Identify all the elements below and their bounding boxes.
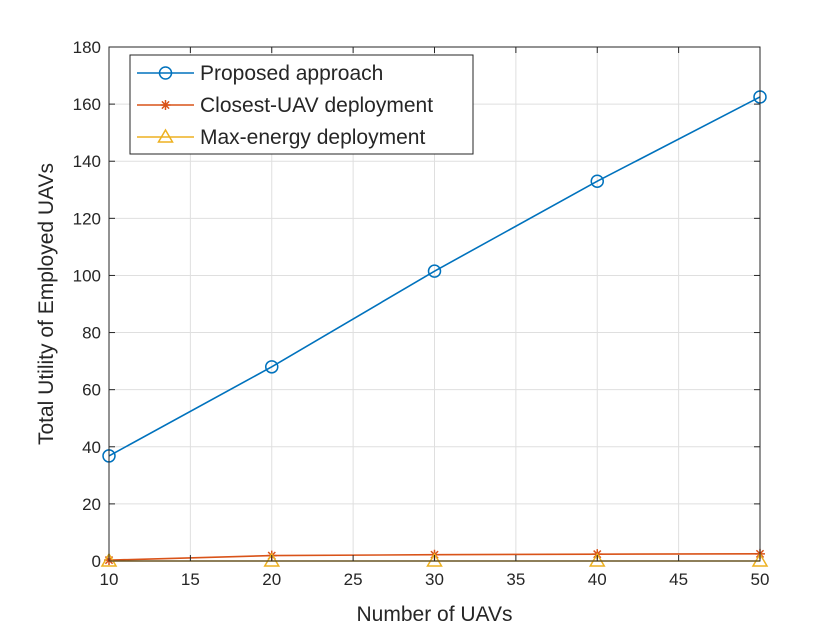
x-tick-label: 35 [506,570,525,589]
y-tick-label: 180 [73,38,101,57]
x-tick-label: 45 [669,570,688,589]
legend-entry: Proposed approach [137,62,383,85]
x-tick-label: 15 [181,570,200,589]
legend-marker [158,66,173,80]
data-point [590,174,604,188]
legend-marker [157,128,174,143]
y-axis-label: Total Utility of Employed UAVs [35,163,58,445]
y-tick-label: 60 [82,381,101,400]
x-tick-label: 25 [344,570,363,589]
data-point [426,552,443,567]
series-line [108,96,761,457]
data-point [588,552,606,567]
y-tick-label: 80 [82,324,101,343]
legend-label: Max-energy deployment [200,126,425,149]
x-tick-label: 40 [588,570,607,589]
y-tick-label: 120 [73,209,101,228]
data-point [265,360,279,374]
y-tick-label: 40 [82,438,101,457]
legend-label: Closest-UAV deployment [200,94,433,117]
legend-marker [160,100,171,110]
legend-entry: Closest-UAV deployment [137,94,433,117]
legend-entry: Max-energy deployment [137,126,425,149]
data-point [751,552,769,567]
data-point [263,552,281,567]
y-tick-label: 20 [82,495,101,514]
y-tick-label: 100 [73,266,101,285]
x-tick-label: 30 [425,570,444,589]
data-point [100,552,118,567]
y-tick-label: 140 [73,152,101,171]
legend: Proposed approach Closest-UAV deployment M… [129,54,474,155]
x-tick-label: 10 [100,570,119,589]
x-axis-label: Number of UAVs [357,603,513,626]
x-tick-label: 50 [751,570,770,589]
data-point [427,264,442,278]
x-tick-label: 20 [262,570,281,589]
y-tick-label: 0 [92,552,101,571]
legend-label: Proposed approach [200,62,383,85]
y-tick-label: 160 [73,95,101,114]
axis-ticks: 10 15 20 25 30 35 40 45 50 0 20 40 60 80 100 120 140 160 1… [73,38,770,589]
